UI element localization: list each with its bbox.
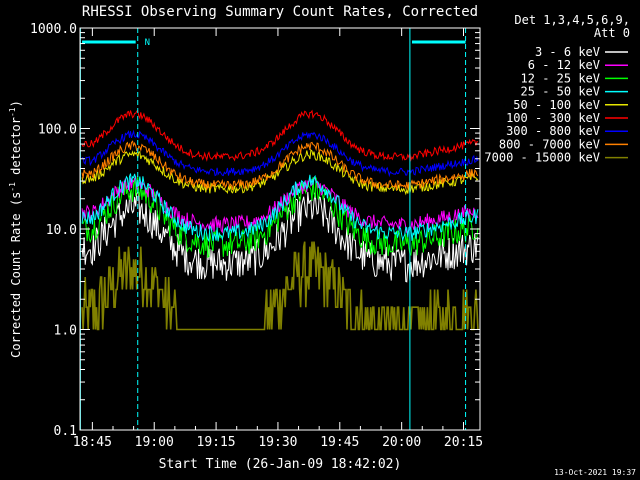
y-axis-label: Corrected Count Rate (s-1 detector-1)	[8, 100, 23, 358]
series-line-1	[81, 175, 479, 234]
series-line-7	[81, 140, 479, 191]
y-tick-label-2: 10.0	[46, 223, 77, 238]
axis-layer: 18:45 19:00 19:15 19:30 19:45 20:00 20:15 0.1 1.…	[30, 22, 483, 450]
legend-label-8: 7000 - 15000 keV	[484, 151, 600, 165]
y-axis-label-sup1: -1	[8, 182, 17, 192]
series-line-5	[81, 109, 479, 162]
series-line-8	[81, 241, 479, 331]
x-tick-label-2: 19:15	[197, 435, 236, 450]
flag-label: N	[145, 38, 150, 48]
y-axis-label-sup2: -1	[8, 107, 17, 117]
legend-label-4: 50 - 100 keV	[513, 98, 600, 112]
legend-header-line1: Det 1,3,4,5,6,9,	[514, 13, 630, 27]
x-tick-label-4: 19:45	[320, 435, 359, 450]
series-line-2	[81, 176, 479, 259]
y-axis-label-end: )	[9, 100, 23, 107]
x-tick-label-0: 18:45	[73, 435, 112, 450]
legend-label-3: 25 - 50 keV	[521, 85, 600, 99]
y-tick-label-3: 100.0	[38, 123, 77, 138]
series-line-0	[81, 191, 479, 283]
series-line-3	[81, 173, 479, 243]
legend-label-0: 3 - 6 keV	[535, 45, 600, 59]
x-tick-label-5: 20:00	[382, 435, 421, 450]
legend-label-6: 300 - 800 keV	[506, 124, 600, 138]
legend-header-line2: Att 0	[594, 26, 630, 40]
plot-frame	[79, 27, 481, 431]
timestamp: 13-Oct-2021 19:37	[554, 468, 636, 477]
overlay-layer: N	[79, 28, 467, 430]
y-tick-label-4: 1000.0	[30, 22, 77, 37]
legend-label-5: 100 - 300 keV	[506, 111, 600, 125]
x-tick-label-1: 19:00	[135, 435, 174, 450]
x-tick-label-6: 20:15	[444, 435, 483, 450]
series-line-6	[81, 129, 479, 178]
x-axis-label: Start Time (26-Jan-09 18:42:02)	[159, 457, 402, 472]
series-layer	[81, 109, 479, 331]
series-line-4	[81, 148, 479, 196]
y-axis-label-main: Corrected Count Rate (s	[9, 192, 23, 358]
x-tick-label-3: 19:30	[258, 435, 297, 450]
y-tick-label-0: 0.1	[54, 424, 77, 439]
y-tick-label-1: 1.0	[54, 324, 77, 339]
legend-label-7: 800 - 7000 keV	[499, 137, 600, 151]
y-axis-label-mid: detector	[9, 117, 23, 182]
chart-title: RHESSI Observing Summary Count Rates, Co…	[82, 4, 478, 20]
legend-label-2: 12 - 25 keV	[521, 71, 600, 85]
legend-label-1: 6 - 12 keV	[528, 58, 600, 72]
